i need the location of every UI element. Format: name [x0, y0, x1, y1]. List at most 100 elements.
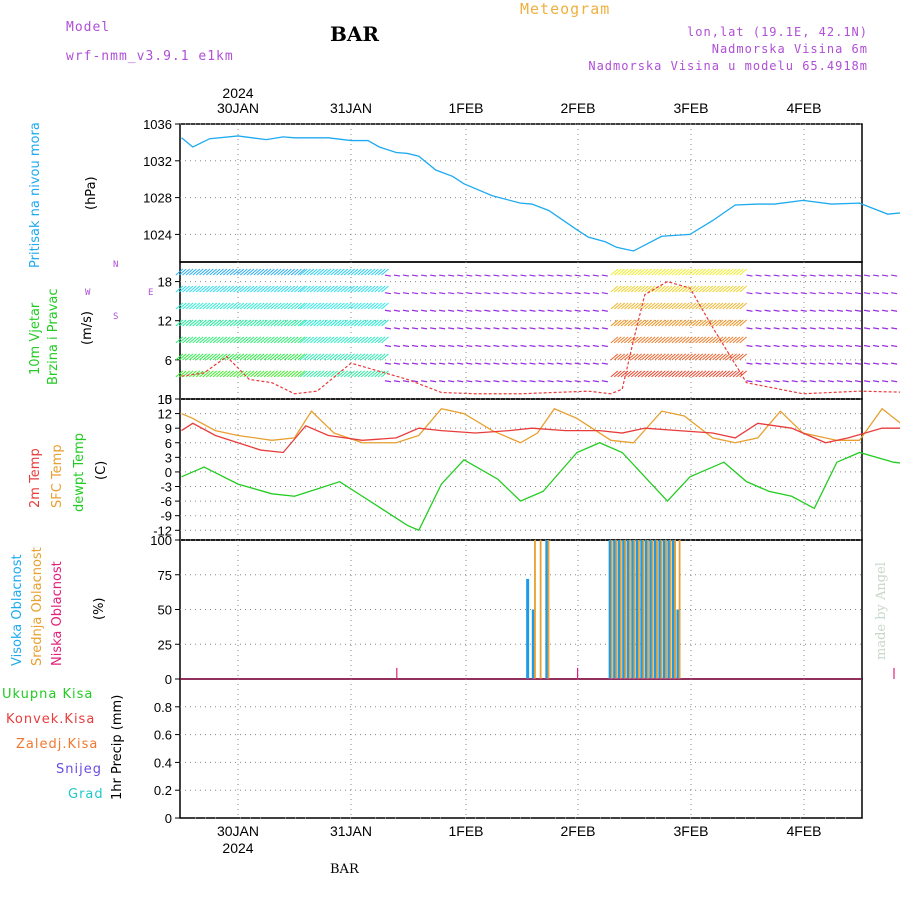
wind-arrow: [393, 380, 401, 383]
wind-arrow: [863, 380, 871, 383]
wind-barb: [303, 353, 311, 361]
wind-arrow: [384, 292, 391, 295]
wind-barb: [189, 370, 197, 378]
wind-arrow: [836, 327, 843, 330]
wind-arrow: [420, 344, 428, 348]
wind-barb: [617, 370, 626, 378]
wind-arrow: [511, 292, 518, 295]
wind-barb: [678, 302, 687, 310]
wind-arrow: [845, 274, 853, 277]
wind-barb: [175, 319, 184, 327]
wind-barb: [260, 353, 268, 361]
wind-barb: [725, 285, 734, 293]
wind-barb: [343, 268, 352, 276]
wind-arrow: [854, 380, 862, 383]
wind-barb: [354, 268, 362, 276]
wind-barb: [354, 353, 362, 361]
wind-barb: [371, 336, 379, 344]
wind-arrow: [475, 362, 482, 365]
wind-barb: [641, 353, 649, 361]
wind-barb: [374, 353, 383, 361]
wind-barb: [333, 353, 342, 361]
y-tick-label: 1028: [143, 191, 172, 206]
wind-barb: [326, 319, 335, 327]
wind-arrow: [538, 274, 545, 277]
wind-barb: [613, 336, 622, 344]
wind-barb: [313, 370, 322, 378]
wind-barb: [182, 268, 190, 276]
wind-barb: [360, 353, 369, 361]
wind-arrow: [746, 344, 753, 348]
wind-barb: [303, 336, 311, 344]
wind-arrow: [556, 344, 563, 348]
high-cloud-bar: [617, 540, 621, 679]
wind-barb: [715, 302, 724, 310]
wind-barb: [664, 353, 673, 361]
wind-barb: [229, 353, 238, 361]
wind-barb: [617, 336, 626, 344]
wind-barb: [222, 336, 231, 344]
chart-title: BAR: [330, 22, 380, 46]
wind-barb: [715, 285, 724, 293]
wind-barb: [267, 302, 275, 310]
wind-barb: [719, 370, 727, 378]
wind-barb: [280, 319, 289, 327]
wind-barb: [739, 319, 748, 327]
wind-barb: [267, 336, 275, 344]
wind-arrow: [411, 274, 419, 277]
wind-barb: [658, 336, 666, 344]
wind-barb: [674, 353, 683, 361]
wind-arrow: [565, 274, 572, 277]
wind-barb: [647, 302, 656, 310]
y-tick-label: 0: [165, 392, 172, 407]
wind-barb: [364, 336, 372, 344]
wind-barb: [729, 353, 737, 361]
wind-barb: [306, 370, 315, 378]
wind-barb: [732, 319, 741, 327]
panel-frame: [179, 678, 863, 819]
wind-arrow: [809, 327, 816, 330]
wind-arrow: [800, 380, 807, 383]
wind-arrow: [439, 380, 446, 383]
wind-barb: [712, 285, 720, 293]
wind-arrow: [854, 344, 862, 348]
wind-barb: [739, 268, 748, 276]
wind-arrow: [800, 344, 807, 348]
y-tick-label: 0.2: [154, 783, 172, 798]
wind-barb: [685, 336, 693, 344]
wind-arrow: [827, 362, 834, 365]
wind-arrow: [547, 274, 554, 277]
wind-barb: [613, 302, 622, 310]
wind-barb: [641, 302, 649, 310]
wind-arrow: [556, 292, 563, 295]
high-cloud-bar: [526, 578, 530, 679]
wind-barb: [323, 268, 332, 276]
wind-barb: [668, 285, 676, 293]
wind-barb: [294, 370, 302, 378]
wind-arrow: [574, 274, 581, 277]
wind-arrow: [565, 292, 572, 295]
y-tick-label: 6: [165, 436, 172, 451]
wind-barb: [229, 302, 238, 310]
wind-arrow: [891, 362, 898, 365]
wind-barb: [326, 370, 335, 378]
wind-barb: [263, 353, 272, 361]
wind-arrow: [457, 292, 464, 295]
wind-barb: [688, 336, 697, 344]
wind-barb: [239, 302, 248, 310]
wind-barb: [246, 268, 255, 276]
wind-barb: [250, 319, 258, 327]
wind-arrow: [836, 344, 843, 348]
wind-arrow: [755, 380, 762, 383]
wind-arrow: [574, 362, 581, 365]
wind-arrow: [502, 292, 509, 295]
wind-arrow: [782, 327, 789, 330]
wind-barb: [685, 268, 693, 276]
wind-arrow: [872, 274, 880, 277]
wind-barb: [654, 302, 663, 310]
wind-arrow: [420, 309, 428, 312]
wind-barb: [729, 319, 737, 327]
wind-barb: [316, 319, 325, 327]
wind-barb: [216, 268, 224, 276]
wind-barb: [630, 370, 639, 378]
